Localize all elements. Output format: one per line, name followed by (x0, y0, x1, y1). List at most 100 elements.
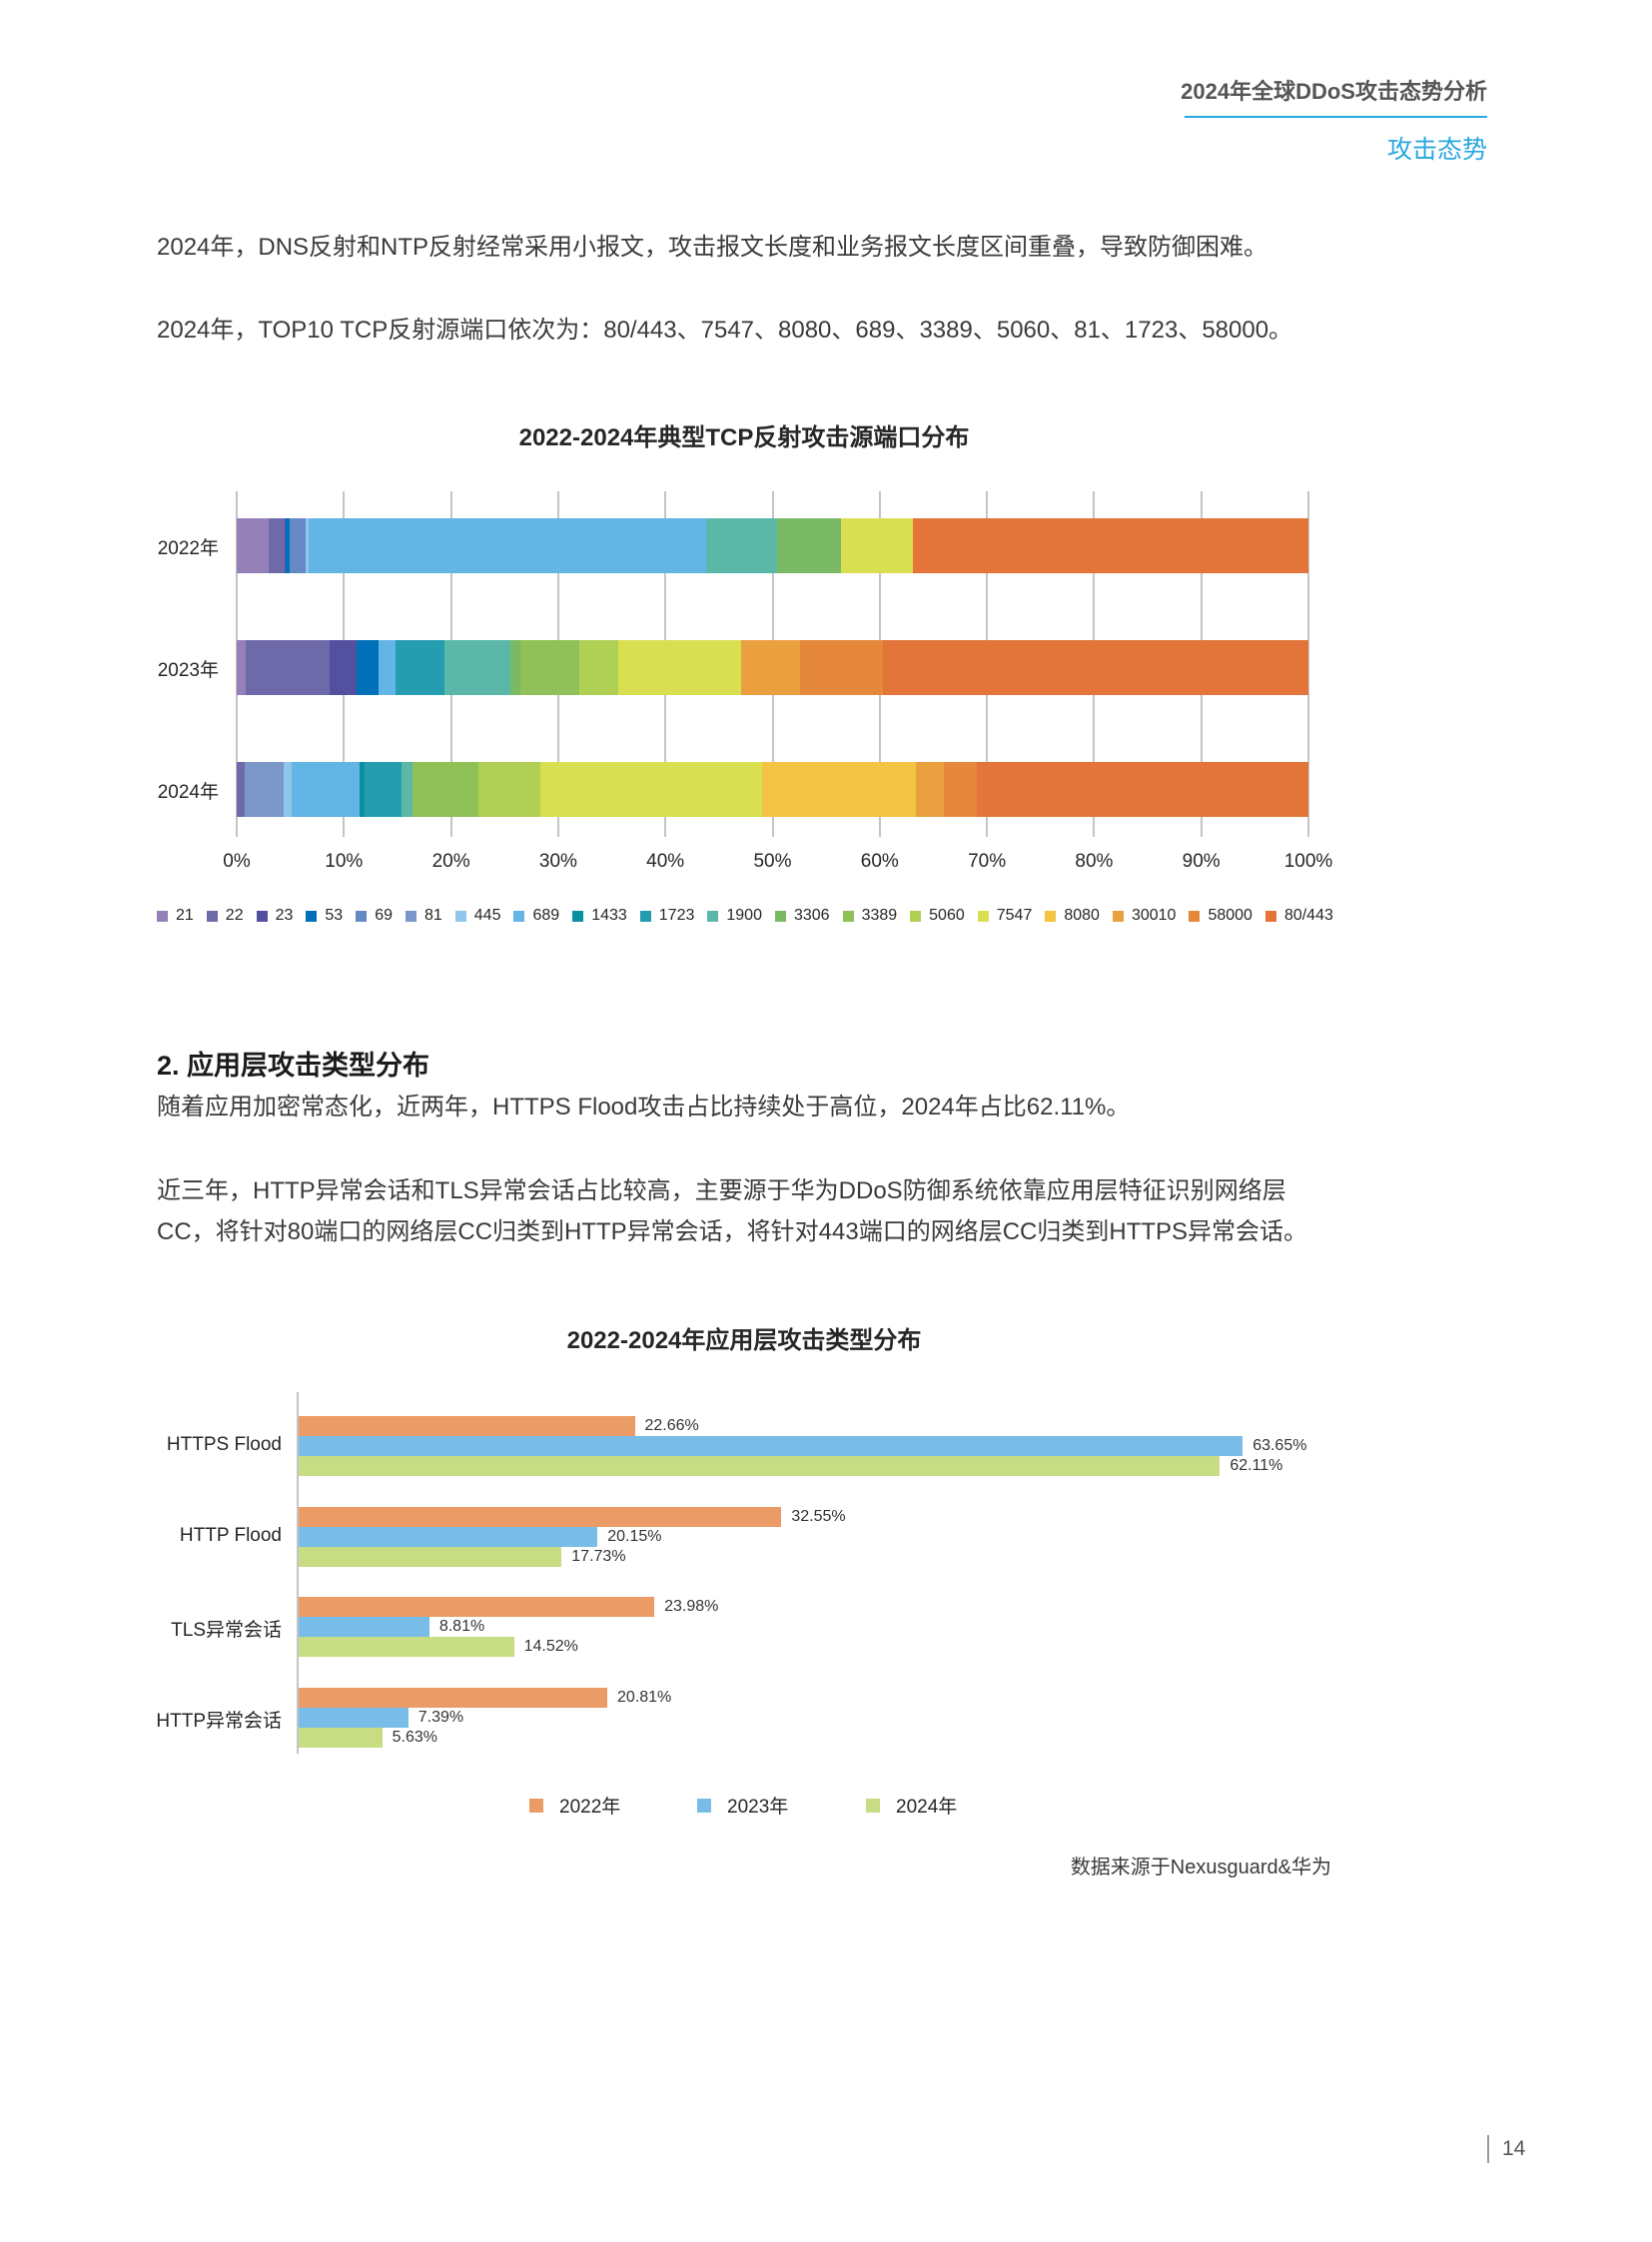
x-axis-tick-label: 80% (1075, 851, 1114, 872)
legend-item: 5060 (910, 907, 965, 925)
bar-2023年 (299, 1526, 598, 1547)
legend-item: 53 (306, 907, 343, 925)
data-source-note: 数据来源于Nexusguard&华为 (1070, 1857, 1331, 1878)
legend-item: 21 (157, 907, 194, 925)
legend-swatch-icon (774, 910, 786, 922)
bar-segment-port-80/443 (882, 640, 1308, 695)
bar-segment-port-3389 (412, 762, 479, 817)
bar-segment-port-1900 (705, 518, 777, 573)
legend-label: 2023年 (727, 1797, 789, 1818)
legend-swatch-icon (707, 910, 719, 922)
legend-item: 3389 (842, 907, 897, 925)
data-label: 20.15% (607, 1527, 662, 1545)
page-number: 14 (1502, 2137, 1526, 2160)
legend-swatch-icon (1189, 910, 1201, 922)
data-label: 32.55% (791, 1507, 846, 1525)
bar-2022年 (299, 1597, 655, 1618)
legend-swatch-icon (1112, 910, 1124, 922)
paragraph-abnormal-sessions: 近三年，HTTP异常会话和TLS异常会话占比较高，主要源于华为DDoS防御系统依… (157, 1177, 1308, 1245)
bar-2024年 (299, 1456, 1221, 1476)
stacked-bar-2022年 (237, 518, 1308, 573)
x-axis-tick-label: 50% (753, 851, 792, 872)
legend-label: 8080 (1064, 907, 1100, 924)
section-title: 攻击态势 (1386, 136, 1487, 164)
legend-item: 1900 (707, 907, 762, 925)
section2-heading: 2. 应用层攻击类型分布 (157, 1051, 430, 1081)
legend-label: 30010 (1131, 907, 1177, 924)
legend-swatch-icon (639, 910, 651, 922)
legend-swatch-icon (842, 910, 854, 922)
bar-segment-port-7547 (841, 518, 914, 573)
x-axis-tick-label: 60% (860, 851, 899, 872)
y-axis-label: 2023年 (157, 660, 219, 681)
bar-2023年 (299, 1436, 1243, 1456)
bar-segment-port-21 (237, 640, 246, 695)
chart1-title: 2022-2024年典型TCP反射攻击源端口分布 (518, 424, 970, 451)
bar-2024年 (299, 1727, 383, 1748)
bar-segment-port-30010 (741, 640, 801, 695)
bar-segment-port-689 (291, 762, 361, 817)
x-axis-tick-label: 70% (968, 851, 1007, 872)
y-axis-label: 2022年 (157, 538, 219, 559)
bar-segment-port-81 (244, 762, 285, 817)
bar-segment-port-80/443 (977, 762, 1308, 817)
x-axis-tick-label: 30% (538, 851, 577, 872)
data-label: 5.63% (392, 1728, 437, 1746)
legend-item: 22 (206, 907, 244, 925)
legend-label: 53 (325, 907, 344, 924)
legend-swatch-icon (529, 1798, 543, 1813)
bar-segment-port-1723 (364, 762, 403, 817)
legend-item: 81 (405, 907, 442, 925)
data-label: 62.11% (1230, 1457, 1283, 1474)
bar-segment-port-53 (357, 640, 379, 695)
legend-item: 2022年 (529, 1792, 620, 1819)
y-axis-label: 2024年 (157, 782, 219, 803)
bar-segment-port-21 (237, 518, 270, 573)
data-label: 23.98% (664, 1598, 719, 1616)
x-axis-tick-label: 100% (1283, 851, 1333, 872)
legend-item: 30010 (1112, 907, 1177, 925)
legend-swatch-icon (910, 910, 922, 922)
bar-segment-port-22 (245, 640, 331, 695)
stacked-bar-2023年 (237, 640, 1308, 695)
chart2-title: 2022-2024年应用层攻击类型分布 (566, 1327, 922, 1354)
bar-2023年 (299, 1707, 409, 1728)
footer-divider (1487, 2135, 1489, 2163)
legend-swatch-icon (157, 910, 168, 922)
legend-item: 1433 (572, 907, 627, 925)
legend-item: 23 (256, 907, 293, 925)
legend-label: 689 (532, 907, 560, 924)
legend-swatch-icon (977, 910, 989, 922)
legend-item: 8080 (1045, 907, 1100, 925)
bar-segment-port-69 (289, 518, 306, 573)
x-axis-tick-label: 10% (325, 851, 364, 872)
x-axis-tick-label: 20% (431, 851, 470, 872)
paragraph-https-flood: 随着应用加密常态化，近两年，HTTPS Flood攻击占比持续处于高位，2024… (157, 1094, 1131, 1121)
x-axis-tick-label: 40% (646, 851, 685, 872)
bar-segment-port-22 (269, 518, 286, 573)
category-label: TLS异常会话 (171, 1620, 282, 1642)
document-title: 2024年全球DDoS攻击态势分析 (1181, 79, 1487, 104)
legend-item: 1723 (639, 907, 694, 925)
bar-segment-port-3389 (520, 640, 580, 695)
legend-swatch-icon (306, 910, 318, 922)
bar-segment-port-58000 (800, 640, 883, 695)
bar-segment-port-1433 (360, 762, 365, 817)
legend-item: 7547 (977, 907, 1032, 925)
bar-segment-port-689 (308, 518, 706, 573)
bar-segment-port-58000 (944, 762, 978, 817)
legend-label: 1900 (726, 907, 762, 924)
bar-segment-port-3306 (509, 640, 521, 695)
bar-2022年 (299, 1506, 782, 1527)
data-label: 20.81% (617, 1688, 672, 1706)
data-label: 14.52% (523, 1638, 578, 1656)
category-label: HTTPS Flood (166, 1434, 282, 1455)
legend-label: 80/443 (1283, 907, 1333, 924)
legend-item: 3306 (774, 907, 830, 925)
legend-item: 58000 (1189, 907, 1252, 925)
bar-segment-port-8080 (761, 762, 917, 817)
legend-label: 445 (473, 907, 501, 924)
legend-swatch-icon (454, 910, 466, 922)
bar-segment-port-445 (284, 762, 292, 817)
